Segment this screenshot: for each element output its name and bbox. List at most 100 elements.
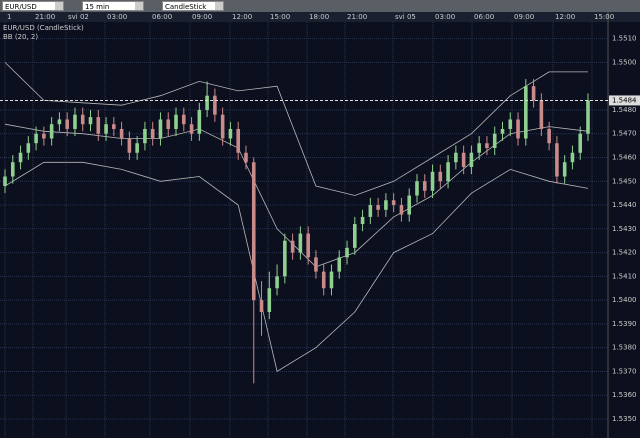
y-tick-label: 1.5420 <box>612 249 637 257</box>
y-tick-label: 1.5410 <box>612 272 637 280</box>
candle-body <box>399 205 404 215</box>
candle-body <box>461 152 466 168</box>
candle-body <box>329 271 334 289</box>
candle-body <box>104 124 108 134</box>
current-price-tag <box>609 95 640 106</box>
candle-body <box>181 114 186 125</box>
candle-body <box>275 276 279 289</box>
candle-body <box>391 200 396 206</box>
candle-body <box>49 124 54 139</box>
candle-body <box>368 205 373 217</box>
symbol-select[interactable]: EUR/USD <box>2 1 64 11</box>
candle-body <box>555 143 559 177</box>
candle-body <box>34 133 38 144</box>
x-tick-label: 15:00 <box>270 13 290 21</box>
candle-body <box>119 128 124 139</box>
candle-body <box>189 124 194 134</box>
x-tick-label: 06:00 <box>474 13 494 21</box>
y-tick-label: 1.5360 <box>612 391 637 399</box>
candle-body <box>570 152 575 163</box>
candle-body <box>562 162 567 177</box>
candle-body <box>150 128 155 139</box>
candle-body <box>492 133 497 148</box>
candle-body <box>143 128 147 144</box>
candle-body <box>166 119 171 129</box>
candle-body <box>539 100 544 129</box>
candle-body <box>469 152 474 168</box>
candle-body <box>446 162 450 182</box>
x-tick-label: svi 05 <box>395 13 416 21</box>
toolbar: EUR/USD 15 min CandleStick <box>0 0 640 12</box>
y-tick-label: 1.5440 <box>612 201 637 209</box>
candle-body <box>376 205 380 210</box>
candle-body <box>578 133 583 153</box>
candle-body <box>259 300 264 313</box>
candle-body <box>477 143 481 153</box>
candle-body <box>337 257 342 272</box>
candle-body <box>430 171 435 191</box>
candle-body <box>158 119 163 139</box>
candle-body <box>290 240 295 253</box>
y-tick-label: 1.5350 <box>612 415 637 423</box>
candle-body <box>65 119 69 129</box>
candle-body <box>314 257 318 272</box>
candle-body <box>360 216 365 225</box>
candle-body <box>10 162 15 177</box>
y-tick-label: 1.5460 <box>612 153 637 161</box>
candle-body <box>127 138 132 153</box>
candle-body <box>3 176 7 187</box>
candle-body <box>321 271 326 289</box>
candle-body <box>88 117 93 125</box>
candle-body <box>500 128 505 134</box>
candle-body <box>220 114 225 139</box>
chart-title: EUR/USD (CandleStick) <box>3 24 84 32</box>
candle-body <box>415 181 419 196</box>
candle-body <box>298 233 303 253</box>
x-tick-label: 12:00 <box>232 13 252 21</box>
candle-body <box>547 128 551 144</box>
x-tick-label: 09:00 <box>514 13 534 21</box>
candle-body <box>524 86 528 139</box>
x-tick-label: 03:00 <box>107 13 127 21</box>
candle-body <box>42 133 46 139</box>
candle-body <box>228 128 233 139</box>
y-tick-label: 1.5400 <box>612 296 637 304</box>
candle-body <box>384 200 388 210</box>
bollinger-middle <box>4 123 589 268</box>
candle-body <box>586 100 590 134</box>
style-select[interactable]: CandleStick <box>162 1 224 11</box>
x-tick-label: 21:00 <box>347 13 367 21</box>
y-tick-label: 1.5430 <box>612 225 637 233</box>
candle-body <box>26 143 31 153</box>
x-tick-label: 1 <box>7 13 11 21</box>
interval-select[interactable]: 15 min <box>82 1 144 11</box>
y-tick-label: 1.5470 <box>612 130 637 138</box>
y-tick-label: 1.5480 <box>612 106 637 114</box>
x-tick-label: 15:00 <box>594 13 614 21</box>
candle-body <box>236 128 240 153</box>
candle-body <box>454 152 458 163</box>
indicator-label: BB (20, 2) <box>3 33 38 41</box>
y-tick-label: 1.5500 <box>612 58 637 66</box>
candle-body <box>306 233 310 258</box>
candle-body <box>438 171 443 182</box>
x-tick-label: 21:00 <box>35 13 55 21</box>
candle-body <box>80 114 85 125</box>
x-tick-label: 09:00 <box>192 13 212 21</box>
candle-body <box>135 143 139 153</box>
y-tick-label: 1.5380 <box>612 344 637 352</box>
candle-body <box>407 195 412 215</box>
candle-body <box>18 152 23 163</box>
y-tick-label: 1.5390 <box>612 320 637 328</box>
candle-body <box>244 152 248 163</box>
x-tick-label: 12:00 <box>555 13 575 21</box>
chart: EUR/USD (CandleStick) BB (20, 2) 1 21:00 s… <box>0 12 640 438</box>
candle-body <box>205 95 209 110</box>
candle-body <box>516 119 520 139</box>
candle-body <box>57 119 62 125</box>
candle-body <box>267 288 272 313</box>
x-tick-label: 18:00 <box>309 13 329 21</box>
time-axis <box>0 12 640 22</box>
candle-body <box>345 247 349 258</box>
